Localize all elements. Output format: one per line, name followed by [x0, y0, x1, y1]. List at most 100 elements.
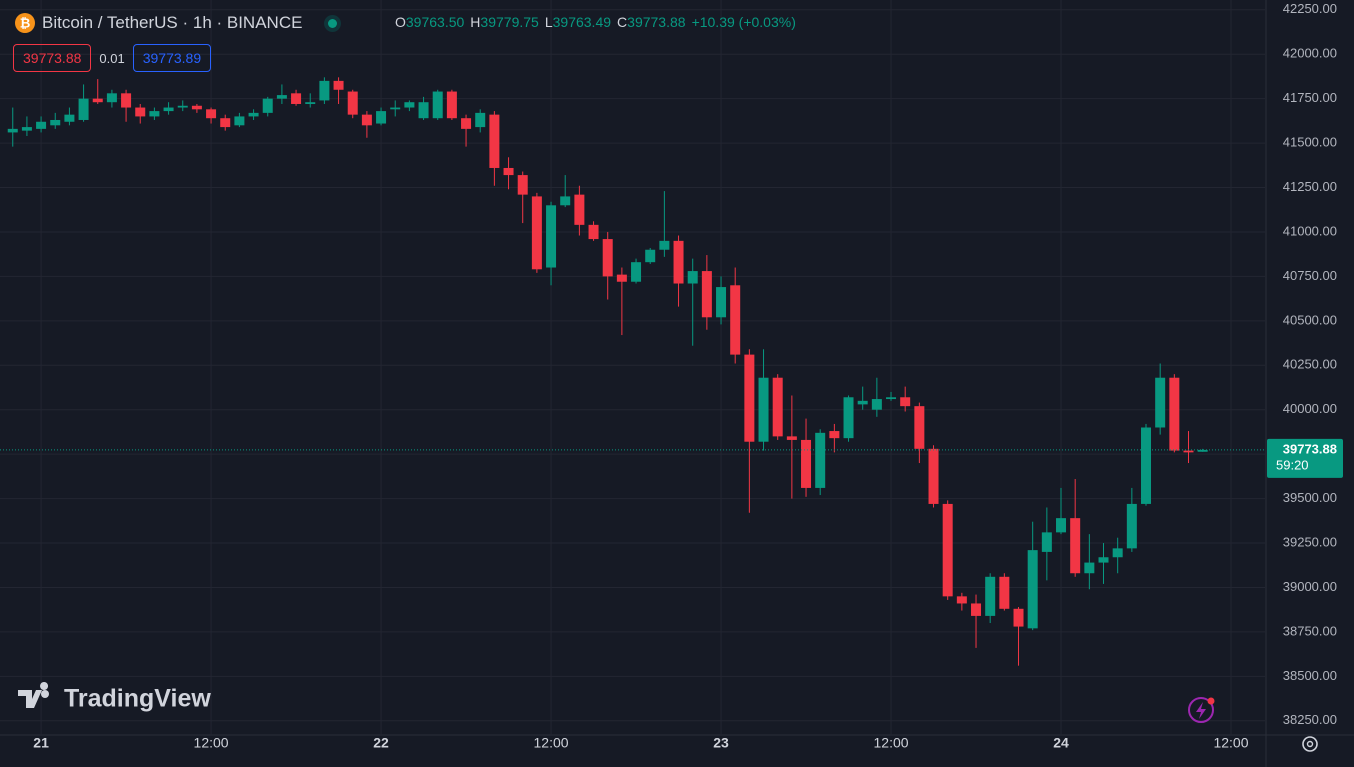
y-tick-label: 41000.00 [1283, 223, 1337, 238]
candle-body [21, 127, 32, 131]
legend-key: L [544, 14, 553, 30]
candle-body [1183, 450, 1194, 453]
candle-body [829, 431, 840, 439]
candle-body [149, 111, 160, 117]
last-price-box [1267, 438, 1343, 478]
y-tick-label: 39250.00 [1283, 534, 1337, 549]
y-tick-label: 40000.00 [1283, 401, 1337, 416]
symbol-title: Bitcoin / TetherUS · 1h · BINANCE [42, 13, 303, 32]
candle-body [602, 239, 613, 277]
legend-value: 39763.49 [552, 14, 612, 30]
settings-icon[interactable] [1302, 736, 1318, 752]
y-tick-label: 40750.00 [1283, 268, 1337, 283]
candle-body [1112, 548, 1123, 558]
x-tick-label: 12:00 [194, 735, 229, 751]
axis-labels: 38250.00 38500.00 38750.00 39000.00 39250.00… [33, 1, 1343, 751]
lightning-badge [1207, 697, 1215, 705]
candle-body [305, 102, 316, 104]
candle-body [942, 503, 953, 597]
candle-body [673, 240, 684, 284]
watermark-logo-dot [41, 690, 49, 698]
market-status [328, 18, 338, 28]
candle-body [347, 91, 358, 115]
candle-body [871, 399, 882, 410]
candle-body [560, 196, 571, 206]
candle-body [886, 397, 897, 400]
legend-key: C [617, 14, 628, 30]
candle-body [631, 262, 642, 282]
candle-body [1070, 518, 1081, 574]
candle-body [1027, 550, 1038, 629]
candle-body [843, 397, 854, 439]
settings-center[interactable] [1306, 740, 1314, 748]
legend-value: 39763.50 [405, 14, 465, 30]
candle-body [262, 98, 273, 113]
candle-body [531, 196, 542, 270]
lightning-ring[interactable] [1188, 697, 1214, 723]
header: ₿ Bitcoin / TetherUS · 1h · BINANCE [14, 12, 338, 34]
candle-body [291, 93, 302, 104]
candle-body [390, 107, 401, 110]
y-tick-label: 39500.00 [1283, 490, 1337, 505]
candle-body [1056, 518, 1067, 533]
candle-body [1126, 503, 1137, 549]
candle-body [475, 112, 486, 128]
candle-body [772, 377, 783, 437]
y-tick-label: 39000.00 [1283, 579, 1337, 594]
candle-body [404, 102, 415, 108]
candle-body [744, 354, 755, 442]
y-tick-label: 40250.00 [1283, 357, 1337, 372]
candle-body [1041, 532, 1052, 552]
y-tick-label: 41250.00 [1283, 179, 1337, 194]
candle-body [985, 576, 996, 616]
candle-body [815, 432, 826, 488]
legend-key: O [395, 14, 406, 30]
y-tick-label: 41500.00 [1283, 135, 1337, 150]
candle-body [730, 285, 741, 355]
watermark-logo [18, 682, 49, 708]
candle-body [900, 397, 911, 407]
candle-body [64, 114, 75, 122]
candle-body [786, 436, 797, 440]
candle-body [588, 224, 599, 240]
x-tick-label: 12:00 [874, 735, 909, 751]
candle-body [914, 406, 925, 449]
legend-value: 39773.88 [627, 14, 686, 30]
candle-body [191, 105, 202, 110]
y-tick-label: 38750.00 [1283, 623, 1337, 638]
x-tick-label: 12:00 [1213, 735, 1248, 751]
ask-box[interactable]: 39773.89 [132, 44, 212, 72]
y-tick-label: 42000.00 [1283, 46, 1337, 61]
coin-glyph: ₿ [20, 15, 31, 30]
candle-body [1169, 377, 1180, 451]
settings-gear[interactable] [1302, 736, 1318, 752]
candle-body [574, 194, 585, 225]
candle-body [645, 249, 656, 263]
y-tick-label: 38250.00 [1283, 712, 1337, 727]
bid-box[interactable]: 39773.88 [13, 44, 92, 72]
candle-body [319, 80, 330, 101]
watermark: TradingView [18, 682, 211, 713]
spread: 0.01 [99, 50, 125, 66]
x-tick-label: 21 [33, 735, 49, 751]
watermark-text: TradingView [64, 685, 211, 713]
x-tick-label: 22 [373, 735, 389, 751]
candle-body [999, 576, 1010, 609]
y-tick-label: 40500.00 [1283, 312, 1337, 327]
lightning-icon[interactable] [1188, 697, 1215, 723]
candle-body [758, 377, 769, 442]
candle-body [1141, 427, 1152, 504]
candle-body [248, 112, 259, 117]
candle-body [36, 121, 47, 129]
coin-icon: ₿ [15, 13, 35, 33]
candle-body [135, 107, 146, 117]
candle-body [1084, 562, 1095, 574]
candle-body [716, 287, 727, 318]
candle-body [517, 175, 528, 195]
lightning-bolt[interactable] [1196, 702, 1206, 719]
candle-body [956, 596, 967, 604]
legend-value: 39779.75 [480, 14, 539, 30]
candle-body [376, 111, 387, 124]
candle-body [333, 80, 344, 90]
